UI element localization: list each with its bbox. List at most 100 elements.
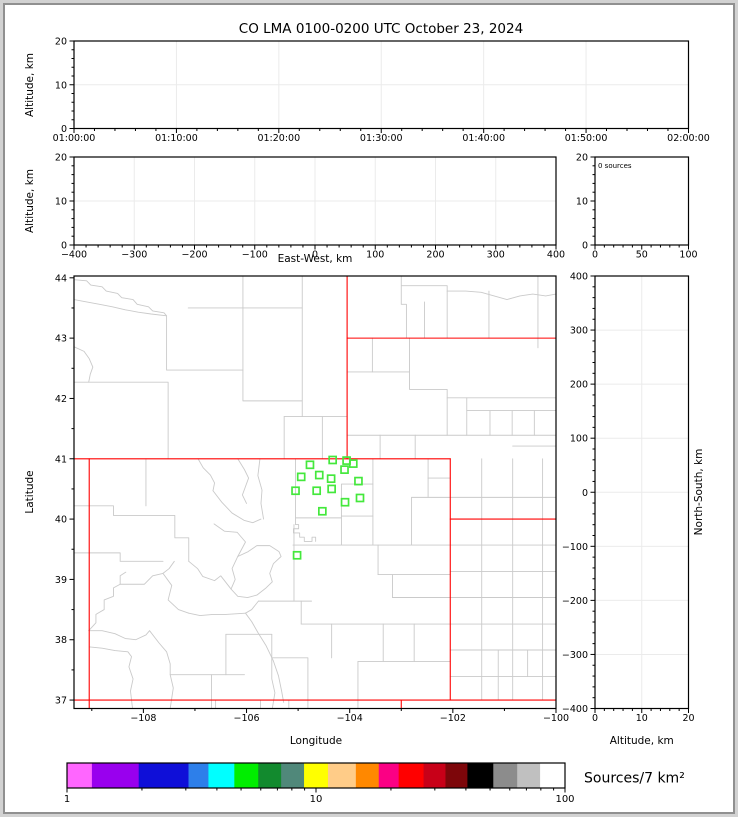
station-marker bbox=[340, 465, 349, 474]
county-line bbox=[88, 571, 127, 632]
axis-label-north-south: North-South, km bbox=[693, 449, 705, 536]
county-line bbox=[197, 458, 216, 492]
axis-label-altitude-top: Altitude, km bbox=[24, 53, 36, 117]
tick-label: 41 bbox=[55, 454, 67, 465]
county-line bbox=[74, 299, 168, 317]
tick-label: 50 bbox=[636, 250, 648, 261]
tick-label: 10 bbox=[636, 713, 648, 724]
tick-label: 20 bbox=[576, 153, 588, 164]
colorbar-segment bbox=[398, 763, 425, 788]
county-line bbox=[245, 612, 285, 703]
colorbar-segment bbox=[281, 763, 305, 788]
colorbar-tick-label: 100 bbox=[555, 794, 574, 805]
tick-label: 10 bbox=[55, 80, 67, 91]
county-line bbox=[446, 290, 556, 300]
tick-label: 02:00:00 bbox=[667, 133, 710, 144]
station-marker bbox=[340, 497, 350, 507]
tick-label: 01:10:00 bbox=[155, 133, 198, 144]
county-line bbox=[74, 279, 168, 317]
tick-label: −102 bbox=[440, 713, 466, 724]
station-marker bbox=[312, 486, 322, 496]
colorbar-segment bbox=[445, 763, 468, 788]
tick-label: 37 bbox=[55, 696, 67, 707]
colorbar-segment bbox=[517, 763, 541, 788]
tick-label: 100 bbox=[570, 434, 588, 445]
tick-label: 01:30:00 bbox=[360, 133, 403, 144]
tick-label: −104 bbox=[337, 713, 363, 724]
axis-label-latitude: Latitude bbox=[24, 470, 36, 513]
colorbar-tick-label: 10 bbox=[310, 794, 323, 805]
county-line bbox=[88, 630, 151, 641]
tick-label: 0 bbox=[592, 713, 598, 724]
tick-label: 39 bbox=[55, 575, 67, 586]
tick-label: −300 bbox=[121, 250, 147, 261]
county-line bbox=[401, 285, 448, 339]
tick-label: 01:50:00 bbox=[565, 133, 608, 144]
tick-label: 01:20:00 bbox=[257, 133, 300, 144]
tick-label: −106 bbox=[233, 713, 259, 724]
county-line bbox=[237, 458, 250, 504]
colorbar-segment bbox=[234, 763, 259, 788]
tick-label: 0 bbox=[312, 250, 318, 261]
colorbar-segment bbox=[423, 763, 446, 788]
county-line bbox=[89, 646, 134, 709]
figure-title: CO LMA 0100-0200 UTC October 23, 2024 bbox=[239, 21, 523, 37]
panel-frame bbox=[594, 156, 690, 246]
tick-label: 0 bbox=[61, 124, 67, 135]
county-line bbox=[230, 545, 282, 598]
station-marker bbox=[296, 472, 306, 482]
tick-label: 20 bbox=[55, 153, 67, 164]
colorbar-segment bbox=[467, 763, 494, 788]
station-marker bbox=[355, 493, 365, 503]
colorbar-segment bbox=[493, 763, 518, 788]
station-marker bbox=[291, 486, 300, 496]
colorbar-segment bbox=[67, 763, 93, 788]
station-marker bbox=[328, 455, 338, 465]
sources-count-annotation: 0 sources bbox=[598, 162, 632, 170]
colorbar-segment bbox=[91, 763, 140, 788]
county-line bbox=[188, 612, 246, 617]
county-line bbox=[74, 552, 164, 562]
county-line bbox=[271, 657, 309, 709]
tick-label: −400 bbox=[61, 250, 87, 261]
county-line bbox=[74, 346, 94, 383]
station-marker bbox=[327, 484, 336, 494]
colorbar-segment bbox=[208, 763, 235, 788]
station-marker bbox=[305, 460, 315, 470]
tick-label: 200 bbox=[426, 250, 444, 261]
station-marker bbox=[354, 476, 363, 486]
tick-label: 44 bbox=[55, 273, 67, 284]
axis-label-altitude-middle: Altitude, km bbox=[24, 169, 36, 233]
colorbar-segment bbox=[378, 763, 400, 788]
station-marker bbox=[314, 470, 324, 480]
county-line bbox=[74, 505, 190, 562]
county-line bbox=[257, 458, 265, 520]
county-line bbox=[400, 276, 407, 339]
tick-label: 0 bbox=[592, 250, 598, 261]
tick-label: 100 bbox=[366, 250, 384, 261]
tick-label: −200 bbox=[181, 250, 207, 261]
tick-label: 100 bbox=[679, 250, 697, 261]
county-line bbox=[188, 560, 232, 590]
colorbar-segment bbox=[540, 763, 566, 788]
county-line bbox=[213, 523, 246, 557]
colorbar-segment bbox=[327, 763, 357, 788]
colorbar-segment bbox=[355, 763, 380, 788]
tick-label: 40 bbox=[55, 515, 67, 526]
tick-label: 0 bbox=[582, 241, 588, 252]
axis-label-longitude: Longitude bbox=[290, 735, 342, 747]
county-line bbox=[242, 276, 303, 402]
panel-frame bbox=[73, 275, 557, 710]
tick-label: −100 bbox=[562, 542, 588, 553]
colorbar-tick-label: 1 bbox=[64, 794, 70, 805]
tick-label: −108 bbox=[130, 713, 156, 724]
county-line bbox=[149, 630, 174, 709]
tick-label: 0 bbox=[582, 488, 588, 499]
colorbar-segment bbox=[138, 763, 190, 788]
county-line bbox=[119, 560, 175, 585]
tick-label: 400 bbox=[547, 250, 565, 261]
county-line bbox=[245, 600, 259, 614]
axis-label-east-west: East-West, km bbox=[278, 253, 353, 265]
